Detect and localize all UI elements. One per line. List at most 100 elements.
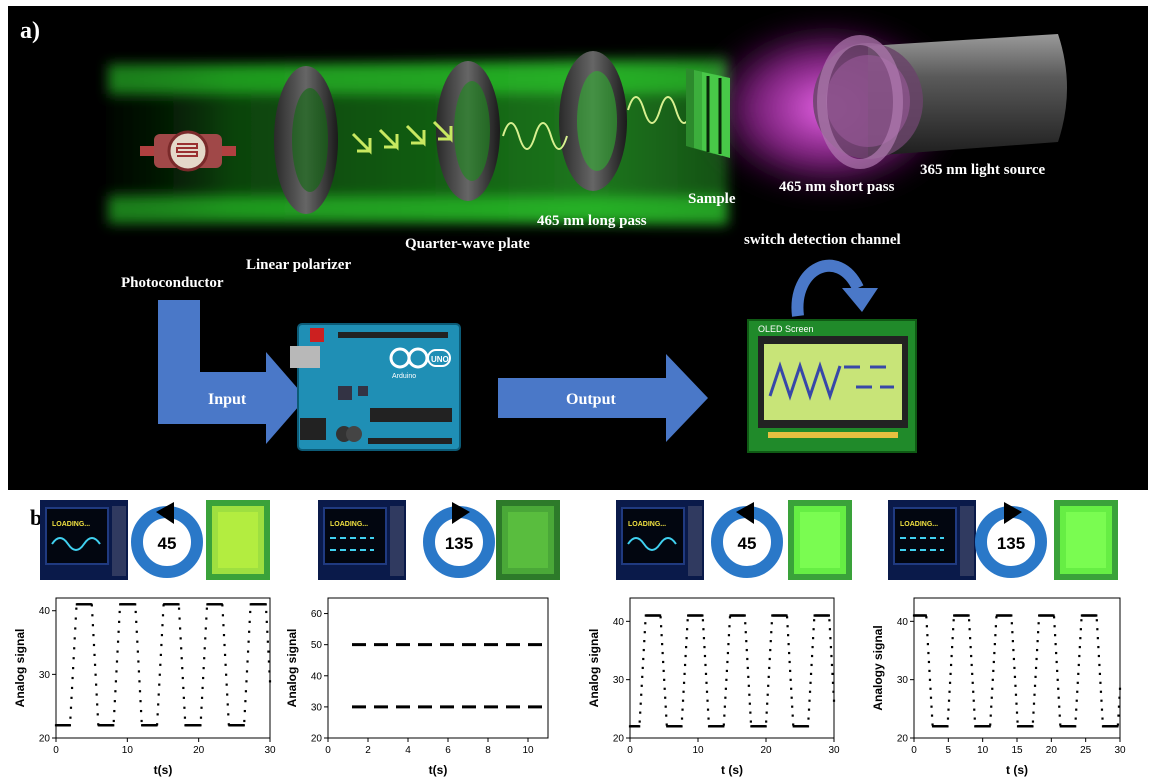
signal-point <box>787 634 790 637</box>
signal-point <box>1031 725 1034 728</box>
x-tick-label: 15 <box>1011 745 1023 756</box>
signal-point <box>1033 684 1037 687</box>
analog-signal-chart: 0 2 4 6 8 10 20 30 40 50 60 t(s) Analog signal <box>285 597 549 777</box>
signal-point <box>95 683 98 686</box>
signal-point <box>115 660 119 663</box>
signal-point <box>92 643 96 647</box>
signal-point <box>116 640 120 643</box>
signal-point <box>1034 666 1038 670</box>
signal-point <box>1035 657 1038 661</box>
signal-series <box>54 603 272 727</box>
signal-point <box>747 684 750 687</box>
signal-point <box>813 619 816 622</box>
signal-point <box>951 637 954 640</box>
signal-point <box>1118 687 1122 690</box>
signal-point <box>725 669 728 673</box>
signal-point <box>685 637 688 640</box>
signal-point <box>1013 666 1016 670</box>
oled-photo: LOADING... <box>40 500 128 580</box>
signal-point <box>949 672 952 675</box>
signal-point <box>113 700 116 703</box>
signal-point <box>724 696 727 699</box>
signal-point <box>926 643 930 646</box>
signal-point <box>683 663 687 667</box>
signal-point <box>705 690 709 693</box>
x-tick-label: 20 <box>193 745 205 756</box>
signal-point <box>75 607 78 610</box>
signal-point <box>639 711 642 714</box>
signal-point <box>810 654 814 658</box>
signal-point <box>73 647 76 650</box>
signal-point <box>642 657 645 661</box>
x-tick-label: 6 <box>445 745 451 756</box>
short-pass-label: 465 nm short pass <box>779 179 895 195</box>
signal-point <box>90 604 93 607</box>
signal-point <box>1057 687 1060 690</box>
signal-point <box>225 673 228 676</box>
signal-point <box>808 690 812 693</box>
signal-point <box>728 625 731 628</box>
signal-point <box>182 696 185 699</box>
signal-point <box>68 724 72 727</box>
signal-point <box>707 717 710 720</box>
signal-point <box>134 603 137 606</box>
signal-point <box>643 640 646 643</box>
signal-point <box>988 725 991 728</box>
signal-point <box>746 657 749 661</box>
signal-point <box>992 669 995 673</box>
signal-point <box>1014 693 1018 696</box>
signal-point <box>114 680 118 683</box>
signal-point <box>929 687 932 690</box>
signal-point <box>973 717 976 720</box>
signal-point <box>225 683 228 686</box>
optical-setup-schematic: a) Linear polarizer Quarter-wave plate 4… <box>8 6 1148 490</box>
signal-point <box>181 676 184 680</box>
circular-polarization-helix <box>502 96 693 150</box>
input-arrow-label: Input <box>208 391 247 408</box>
signal-point <box>156 713 159 716</box>
signal-point <box>1032 702 1036 705</box>
x-tick-label: 5 <box>946 745 952 756</box>
signal-point <box>788 660 791 664</box>
x-tick-label: 10 <box>122 745 134 756</box>
x-tick-label: 8 <box>485 745 491 756</box>
x-tick-label: 0 <box>627 745 633 756</box>
signal-point <box>766 702 769 705</box>
signal-point <box>1079 637 1082 640</box>
signal-point <box>682 690 685 693</box>
signal-point <box>1074 717 1077 720</box>
signal-point <box>74 627 77 630</box>
x-tick-label: 4 <box>405 745 411 756</box>
signal-point <box>743 614 746 617</box>
signal-point <box>1095 619 1098 622</box>
photoconductor-label: Photoconductor <box>121 275 224 291</box>
signal-point <box>701 614 704 617</box>
signal-point <box>705 681 708 684</box>
signal-point <box>770 631 773 634</box>
x-axis-label: t (s) <box>721 763 743 777</box>
signal-point <box>69 706 73 709</box>
signal-point <box>807 708 811 711</box>
signal-point <box>136 650 139 653</box>
signal-point <box>748 702 751 705</box>
signal-point <box>118 610 121 614</box>
signal-point <box>1097 645 1100 649</box>
signal-point <box>1100 699 1103 702</box>
signal-point <box>1079 628 1082 631</box>
signal-point <box>135 620 138 623</box>
signal-point <box>1076 690 1079 693</box>
rotation-dial: 45 <box>131 502 203 578</box>
signal-point <box>704 672 708 675</box>
light-source-label: 365 nm light source <box>920 162 1045 178</box>
signal-point <box>1036 640 1039 643</box>
signal-point <box>200 696 204 699</box>
signal-point <box>267 650 270 653</box>
signal-point <box>96 703 99 706</box>
signal-point <box>727 634 731 637</box>
signal-point <box>686 628 689 631</box>
signal-point <box>74 617 77 620</box>
signal-point <box>643 631 646 634</box>
signal-point <box>1058 714 1061 717</box>
signal-point <box>221 614 225 617</box>
signal-point <box>247 640 250 643</box>
